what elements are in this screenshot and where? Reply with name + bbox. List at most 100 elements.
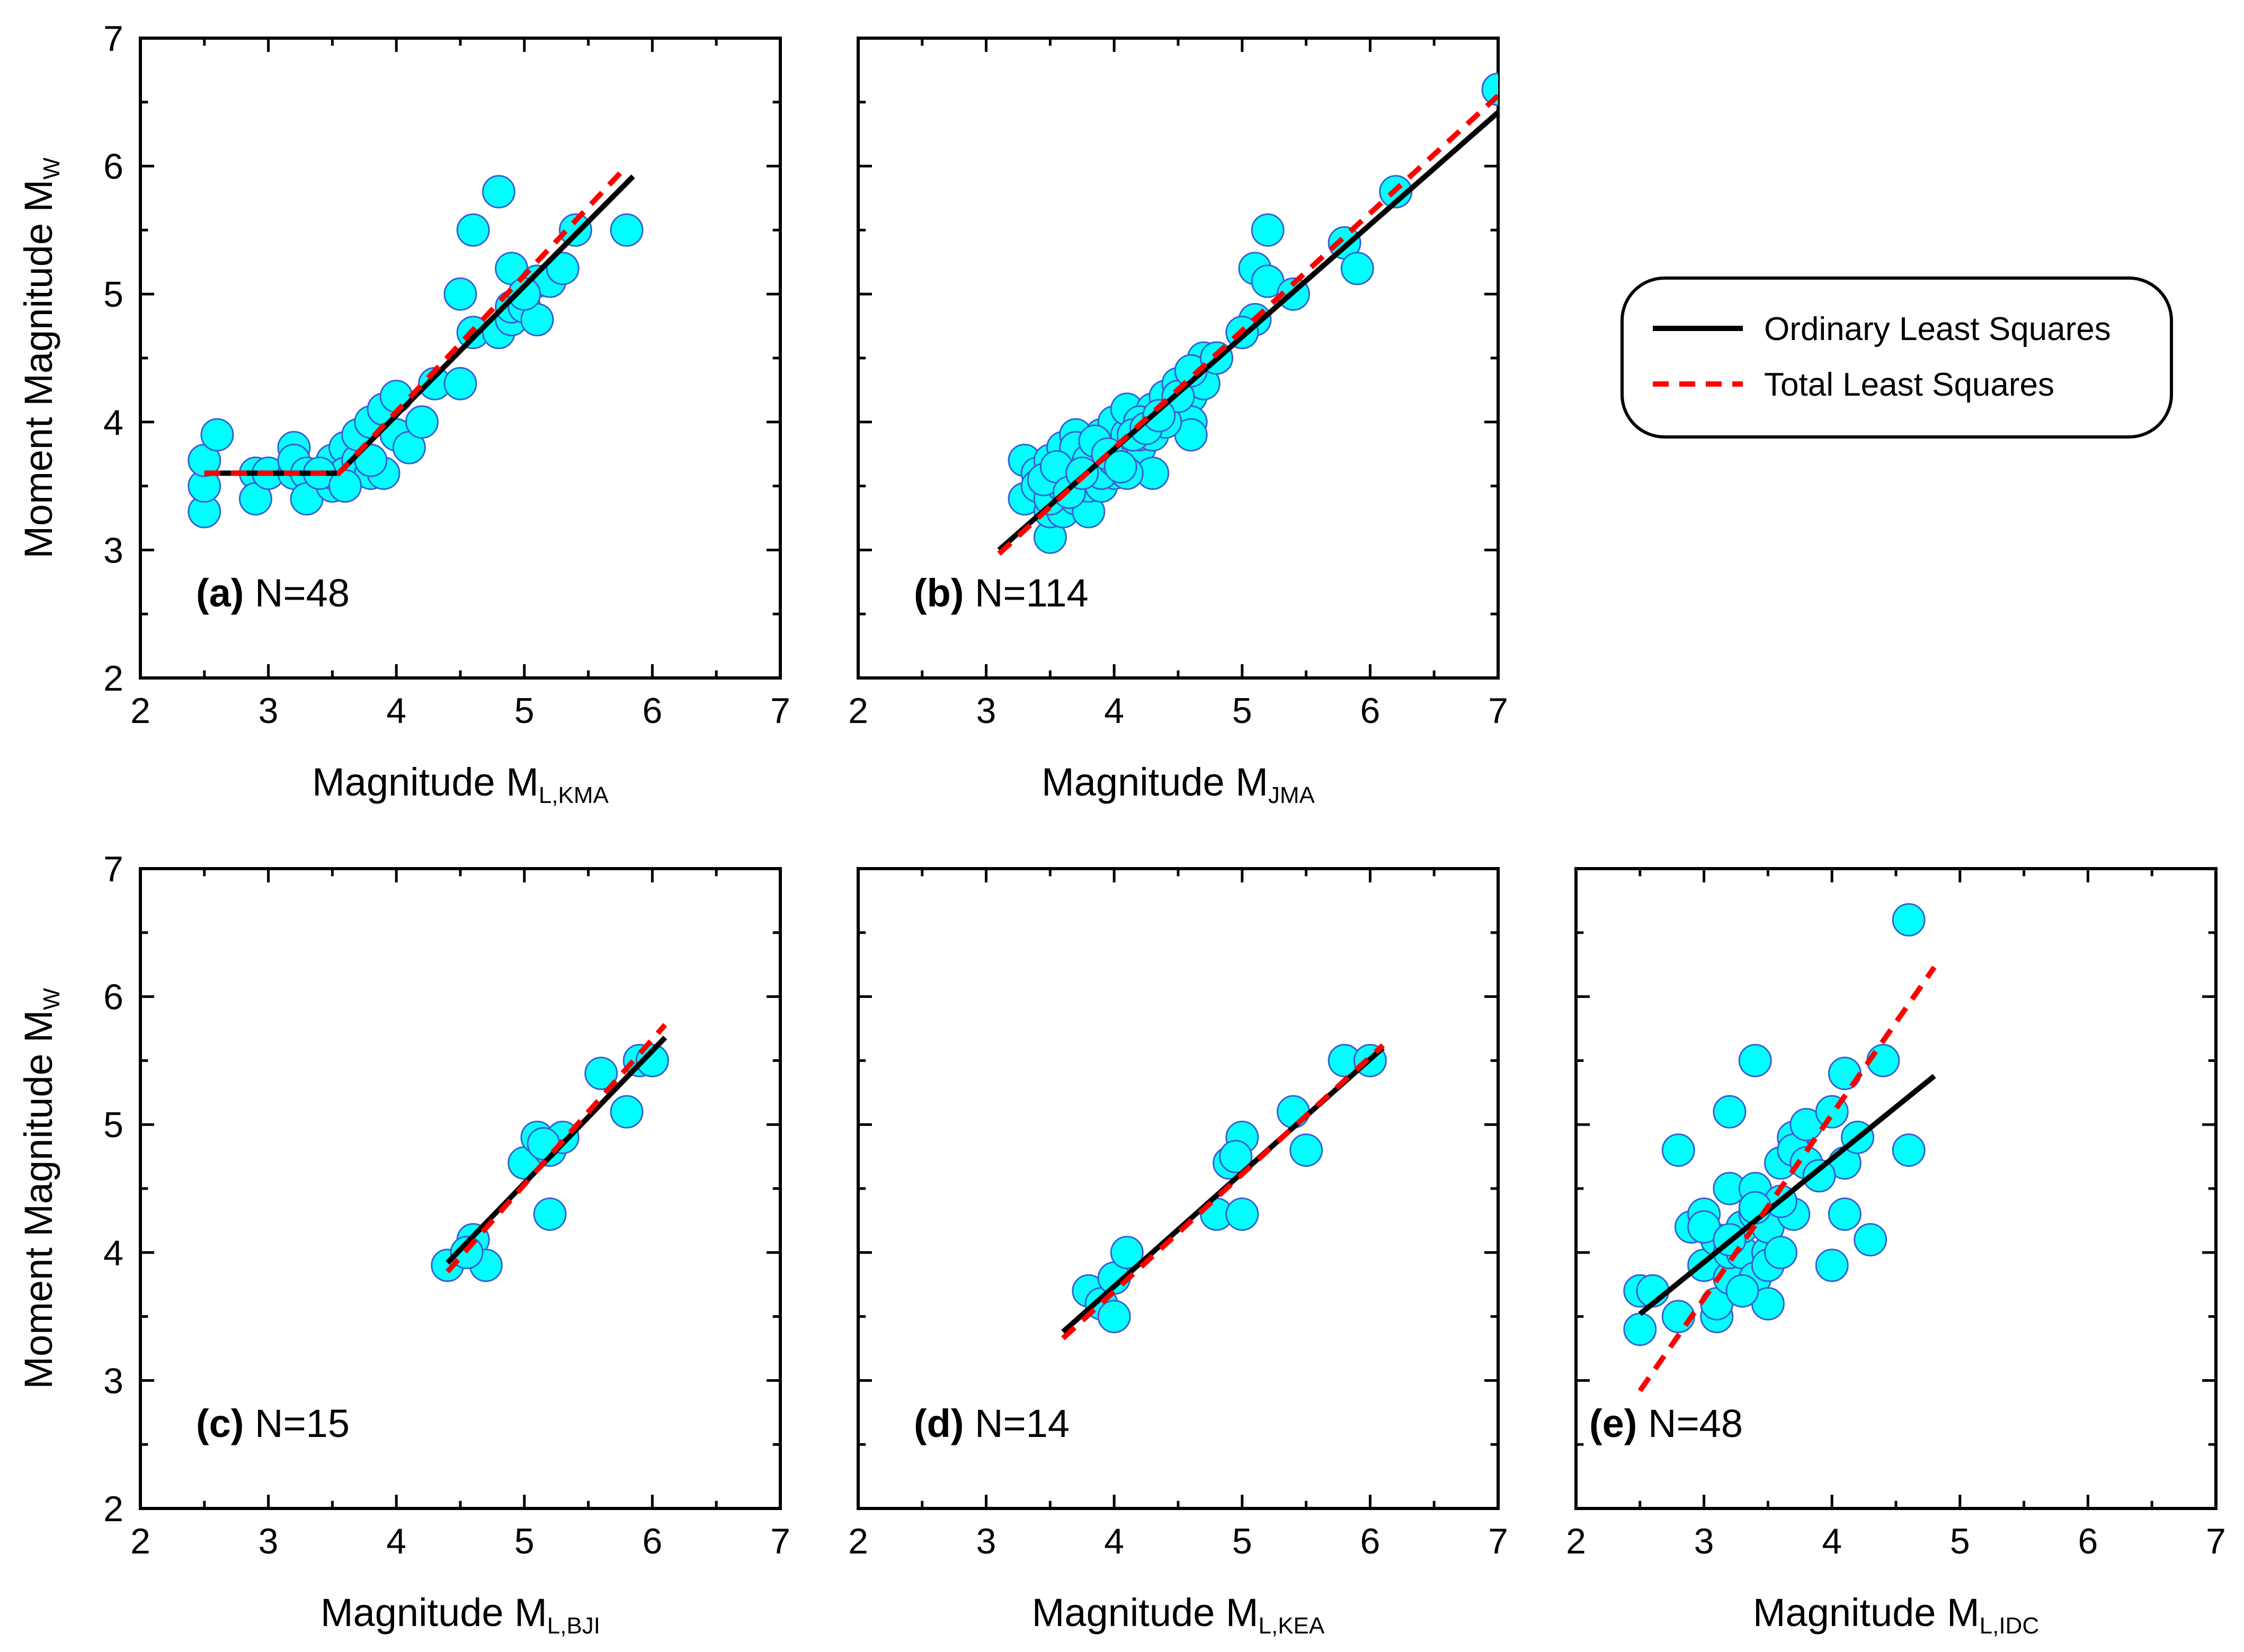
- x-tick-label: 5: [514, 1521, 535, 1561]
- y-tick-label: 5: [103, 274, 123, 315]
- panel-b: 2 3 4 5 6 7 Magnitude MJMA (b) N=114: [848, 37, 1508, 808]
- panel-e-xlabel: Magnitude ML,IDC: [1753, 1591, 2039, 1639]
- panel-b-points: [1008, 73, 1498, 554]
- panel-e-ols-line: [1638, 1074, 1936, 1316]
- panel-e-x-tick-labels: 2 3 4 5 6 7: [1566, 1521, 2226, 1561]
- data-point: [1892, 903, 1926, 937]
- y-tick-label: 2: [103, 1489, 123, 1529]
- data-point: [1219, 1140, 1253, 1174]
- x-tick-label: 4: [1822, 1521, 1842, 1561]
- data-point: [1661, 1133, 1695, 1167]
- data-point: [1802, 1159, 1836, 1193]
- x-tick-label: 5: [1232, 691, 1252, 731]
- x-tick-label: 4: [386, 691, 406, 731]
- panel-e-tls-line: [1637, 966, 1937, 1392]
- data-point: [1623, 1312, 1657, 1346]
- data-point: [1276, 1095, 1310, 1129]
- panel-a: 2 3 4 5 6 7 2 3 4 5 6 7 Magnitude ML,KMA Moment Ma…: [16, 19, 790, 808]
- panel-b-x-tick-labels: 2 3 4 5 6 7: [848, 691, 1508, 731]
- x-tick-label: 3: [976, 1521, 996, 1561]
- y-tick-label: 7: [103, 19, 123, 59]
- y-tick-label: 4: [103, 403, 123, 443]
- y-tick-label: 6: [103, 977, 123, 1017]
- data-point: [1738, 1043, 1772, 1077]
- data-point: [1725, 1274, 1759, 1308]
- data-point: [1764, 1236, 1798, 1270]
- data-point: [443, 367, 477, 400]
- x-tick-label: 3: [259, 1521, 279, 1561]
- data-point: [1110, 1236, 1144, 1270]
- data-point: [1340, 252, 1374, 285]
- y-tick-label: 6: [103, 147, 123, 187]
- data-point: [1103, 450, 1137, 484]
- panel-c-label: (c) N=15: [196, 1401, 350, 1445]
- y-tick-label: 2: [103, 658, 123, 699]
- data-point: [1097, 1300, 1131, 1334]
- x-tick-label: 7: [770, 691, 790, 731]
- x-tick-label: 3: [1694, 1521, 1714, 1561]
- legend-ols-label: Ordinary Least Squares: [1764, 311, 2111, 347]
- panel-b-xlabel: Magnitude MJMA: [1041, 760, 1315, 808]
- legend-tls-label: Total Least Squares: [1764, 367, 2054, 403]
- panel-d-x-tick-labels: 2 3 4 5 6 7: [848, 1521, 1508, 1561]
- data-point: [610, 1095, 644, 1129]
- data-point: [456, 213, 490, 247]
- panel-d: 2 3 4 5 6 7 Magnitude ML,KEA (d) N=14: [848, 867, 1508, 1639]
- x-tick-label: 7: [1488, 1521, 1508, 1561]
- panel-a-ylabel: Moment Magnitude MW: [16, 157, 65, 559]
- panel-c: 2 3 4 5 6 7 2 3 4 5 6 7 Magnitude ML,BJI Moment Ma…: [16, 849, 790, 1639]
- panel-b-ols-line: [997, 110, 1498, 552]
- data-point: [584, 1057, 618, 1091]
- panel-e-points: [1623, 903, 1926, 1346]
- x-tick-label: 4: [386, 1521, 406, 1561]
- panel-a-xlabel: Magnitude ML,KMA: [312, 760, 609, 808]
- data-point: [1225, 1197, 1259, 1231]
- x-tick-label: 2: [130, 1521, 150, 1561]
- panel-a-label: (a) N=48: [196, 571, 350, 615]
- x-tick-label: 5: [1950, 1521, 1970, 1561]
- panel-c-ylabel: Moment Magnitude MW: [16, 988, 65, 1389]
- panel-c-y-tick-labels: 2 3 4 5 6 7: [103, 849, 123, 1529]
- panel-d-tls-line: [1061, 1043, 1385, 1341]
- panel-c-x-tick-labels: 2 3 4 5 6 7: [130, 1521, 790, 1561]
- x-tick-label: 5: [514, 691, 535, 731]
- x-tick-label: 6: [1360, 691, 1380, 731]
- panel-a-ticks: [139, 37, 782, 680]
- x-tick-label: 2: [848, 691, 868, 731]
- panel-c-xlabel: Magnitude ML,BJI: [320, 1591, 600, 1639]
- data-point: [200, 418, 234, 452]
- data-point: [1828, 1197, 1862, 1231]
- x-tick-label: 2: [130, 691, 150, 731]
- panel-b-tls-line: [997, 94, 1498, 556]
- x-tick-label: 4: [1104, 691, 1124, 731]
- panel-d-xlabel: Magnitude ML,KEA: [1032, 1591, 1325, 1639]
- panel-a-x-tick-labels: 2 3 4 5 6 7: [130, 691, 790, 731]
- data-point: [533, 1197, 567, 1231]
- panel-a-y-tick-labels: 2 3 4 5 6 7: [103, 19, 123, 699]
- x-tick-label: 2: [1566, 1521, 1586, 1561]
- panel-b-label: (b) N=114: [914, 571, 1089, 615]
- x-tick-label: 6: [2078, 1521, 2098, 1561]
- x-tick-label: 2: [848, 1521, 868, 1561]
- panel-e: 2 3 4 5 6 7 Magnitude ML,IDC (e) N=48: [1566, 867, 2226, 1639]
- data-point: [1713, 1095, 1747, 1129]
- data-point: [1815, 1248, 1849, 1282]
- x-tick-label: 6: [642, 1521, 662, 1561]
- data-point: [1142, 399, 1176, 433]
- data-point: [610, 213, 644, 247]
- panel-c-ticks: [139, 867, 782, 1510]
- data-point: [558, 213, 592, 247]
- panel-c-tls-line: [446, 1023, 667, 1274]
- x-tick-label: 3: [976, 691, 996, 731]
- data-point: [443, 277, 477, 311]
- x-tick-label: 7: [1488, 691, 1508, 731]
- x-tick-label: 3: [259, 691, 279, 731]
- panel-e-label: (e) N=48: [1589, 1401, 1743, 1445]
- data-point: [546, 252, 580, 285]
- x-tick-label: 7: [2206, 1521, 2226, 1561]
- data-point: [1854, 1223, 1887, 1257]
- x-tick-label: 7: [770, 1521, 790, 1561]
- panel-e-ticks: [1574, 867, 2218, 1510]
- y-tick-label: 3: [103, 1361, 123, 1401]
